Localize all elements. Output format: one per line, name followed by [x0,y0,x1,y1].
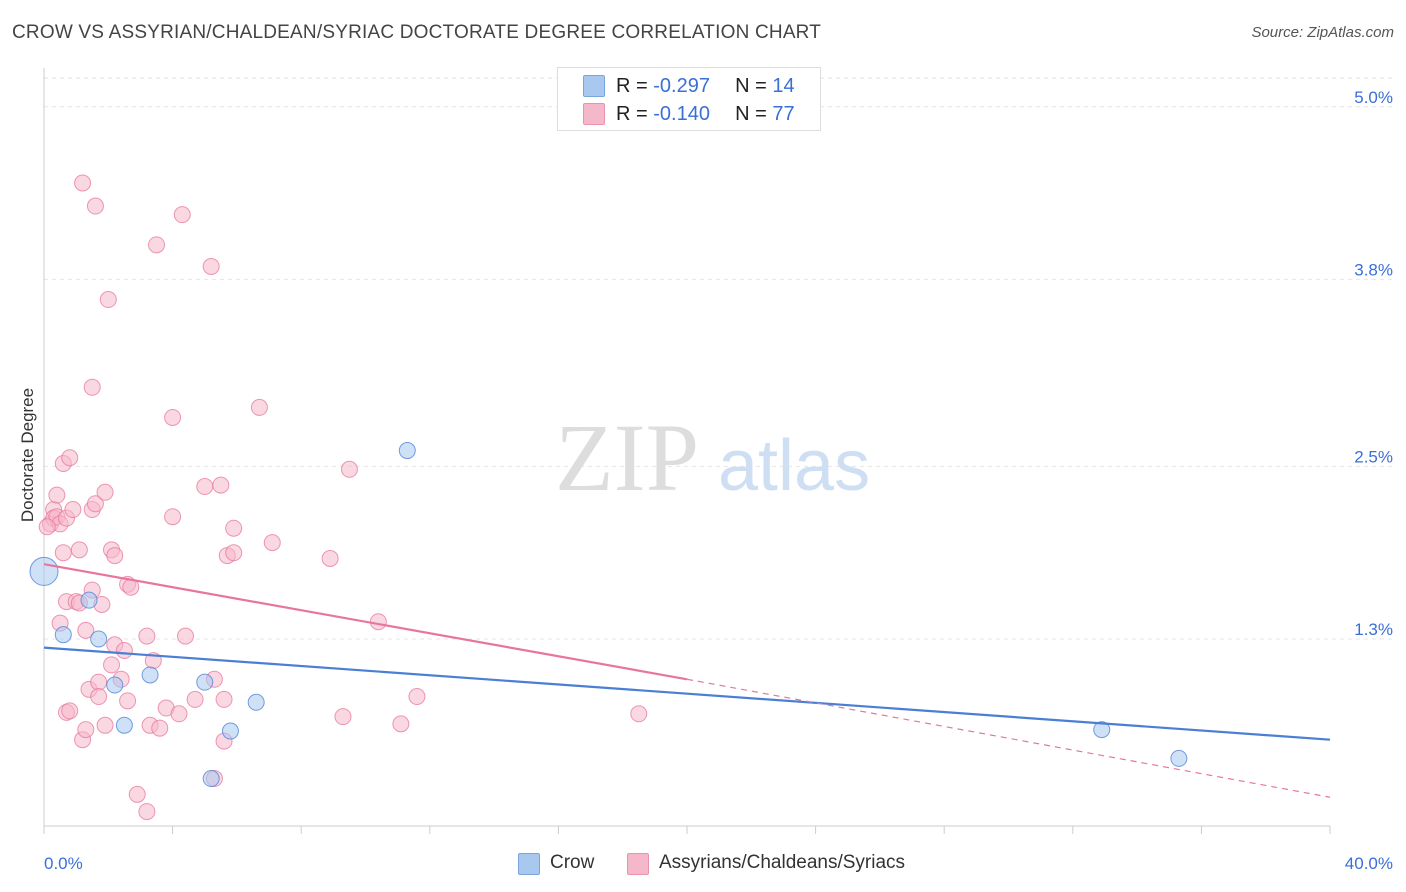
crow-point [90,630,108,648]
assyrian-point [99,291,117,309]
legend-n-label: N = [735,74,767,97]
assyrian-point [103,656,121,674]
assyrian-point [215,690,233,708]
assyrian-point [86,495,104,513]
assyrian-point [77,621,95,639]
assyrian-point [408,688,426,706]
crow-point [1093,721,1111,739]
assyrian-point [263,534,281,552]
crow-point [1170,749,1188,767]
y-tick-label: 5.0% [1354,88,1393,107]
assyrian-point [115,642,133,660]
legend-r-value: -0.140 [653,102,710,125]
assyrian-point [70,541,88,559]
assyrian-point [321,549,339,567]
assyrian-point [106,547,124,565]
assyrian-point [334,708,352,726]
legend-n-value: 77 [772,102,795,125]
y-axis-label: Doctorate Degree [18,388,37,522]
crow-point [247,693,265,711]
assyrian-point [340,460,358,478]
assyrian-point [173,206,191,224]
assyrian-point [138,627,156,645]
assyrian-point [164,408,182,426]
assyrian-point [54,544,72,562]
crow-point [80,591,98,609]
assyrian-point [212,476,230,494]
assyrian-point [119,692,137,710]
assyrian-point [186,690,204,708]
crow-point [106,676,124,694]
assyrian-point [148,236,166,254]
assyrian-point [202,257,220,275]
crow-trend-line [43,646,1331,741]
legend-swatch-crow [583,75,605,97]
bottom-legend-label-crow: Crow [550,852,595,873]
assyrian-point [170,705,188,723]
assyrian-point [196,478,214,496]
assyrian-point [96,716,114,734]
assyrian-point [225,544,243,562]
legend-r-label: R = [616,74,648,97]
assyrian-point [392,715,410,733]
assyrian-point [151,719,169,737]
crow-point [196,673,214,691]
assyrian-point [630,705,648,723]
assyrian-point [38,518,56,536]
assyrian-point [369,613,387,631]
chart-title: CROW VS ASSYRIAN/CHALDEAN/SYRIAC DOCTORA… [12,22,822,43]
assyrian-point [74,174,92,192]
assyrian-point [90,688,108,706]
assyrian-point [61,449,79,467]
assyrian-point [83,378,101,396]
bottom-legend-label-assyrian: Assyrians/Chaldeans/Syriacs [659,852,906,873]
assyrian-point [96,483,114,501]
crow-point [115,716,133,734]
crow-point [141,666,159,684]
assyrian-point [128,785,146,803]
y-tick-label: 3.8% [1354,260,1393,279]
assyrian-point [138,803,156,821]
assyrian-point [77,721,95,739]
x-tick-label: 0.0% [44,854,83,873]
crow-point [29,556,59,586]
bottom-legend-swatch-assyrian [627,853,649,875]
legend-r-label: R = [616,102,648,125]
x-tick-label: 40.0% [1345,854,1393,873]
assyrian-trend-line [43,563,688,681]
crow-point [54,626,72,644]
assyrian-point [64,501,82,519]
assyrian-point [61,702,79,720]
y-tick-label: 1.3% [1354,620,1393,639]
legend-n-value: 14 [772,74,795,97]
crow-point [202,770,220,788]
source-label: Source: ZipAtlas.com [1251,24,1394,41]
legend-n-label: N = [735,102,767,125]
crow-point [398,442,416,460]
watermark-zip: ZIP [555,404,699,511]
assyrian-trend-extension [686,678,1331,798]
assyrian-point [250,398,268,416]
stats-legend: R = -0.297 N = 14 R = -0.140 N = 77 [557,67,821,131]
watermark-atlas: atlas [718,426,870,506]
assyrian-point [176,627,194,645]
assyrian-point [164,508,182,526]
legend-swatch-assyrian [583,103,605,125]
assyrian-point [225,519,243,537]
y-tick-label: 2.5% [1354,447,1393,466]
assyrian-point [86,197,104,215]
bottom-legend-swatch-crow [518,853,540,875]
assyrian-point [48,486,66,504]
assyrian-point [90,673,108,691]
legend-r-value: -0.297 [653,74,710,97]
crow-point [221,722,239,740]
